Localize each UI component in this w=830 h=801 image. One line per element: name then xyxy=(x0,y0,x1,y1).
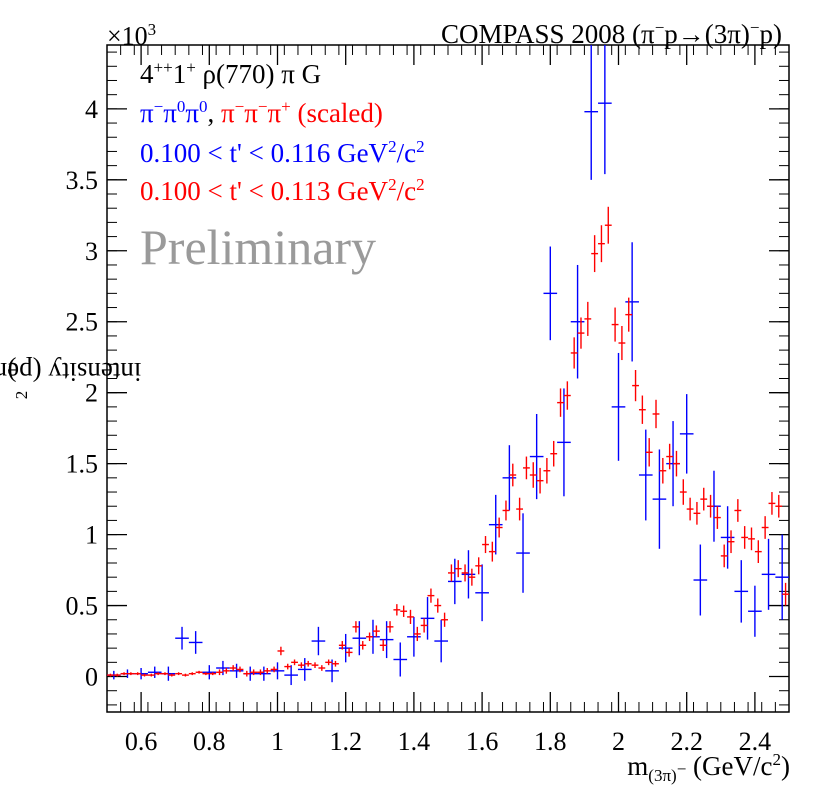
x-tick-label: 1.6 xyxy=(466,727,499,756)
wave-label: 4++1+ ρ(770) π G xyxy=(140,58,322,89)
y-tick-label: 0 xyxy=(85,663,98,692)
x-tick-label: 2 xyxy=(612,727,625,756)
x-tick-label: 1.2 xyxy=(329,727,362,756)
axis-tick-labels: 0.6 0.8 1 1.2 1.4 1.6 1.8 2 2.2 2.4 0 0.5 1 1.5 2 2.5 3 3… xyxy=(66,95,772,756)
y-tick-label: 0.5 xyxy=(66,592,99,621)
y-tick-label: 2 xyxy=(85,379,98,408)
experiment-title: COMPASS 2008 (π−p→(3π)−p) xyxy=(440,18,782,49)
y-tick-label: 2.5 xyxy=(66,308,99,337)
x-tick-label: 2.4 xyxy=(739,727,772,756)
x-tick-label: 1.4 xyxy=(398,727,431,756)
series-charged-channel xyxy=(107,206,789,677)
x-tick-label: 1 xyxy=(271,727,284,756)
x-tick-label: 1.8 xyxy=(534,727,567,756)
x-tick-label: 0.8 xyxy=(193,727,226,756)
axis-multiplier: ×103 xyxy=(107,20,157,51)
y-tick-label: 1 xyxy=(85,521,98,550)
y-tick-label: 1.5 xyxy=(66,450,99,479)
tcut-neutral: 0.100 < t' < 0.116 GeV2/c2 xyxy=(140,137,425,168)
y-tick-label: 3.5 xyxy=(66,166,99,195)
legend-charged: π−π−π+ (scaled) xyxy=(221,97,383,128)
legend-neutral: π−π0π0 xyxy=(140,97,208,128)
tcut-charged: 0.100 < t' < 0.113 GeV2/c2 xyxy=(140,175,425,206)
preliminary-watermark: Preliminary xyxy=(140,219,377,275)
x-axis-label: m(3π)− (GeV/c2) xyxy=(627,750,790,786)
x-tick-label: 0.6 xyxy=(125,727,158,756)
x-tick-label: 2.2 xyxy=(670,727,703,756)
y-tick-label: 4 xyxy=(85,95,98,124)
legend-channels: π−π0π0, π−π−π+ (scaled) xyxy=(140,97,383,128)
axis-ticks xyxy=(106,45,790,712)
y-tick-label: 3 xyxy=(85,237,98,266)
